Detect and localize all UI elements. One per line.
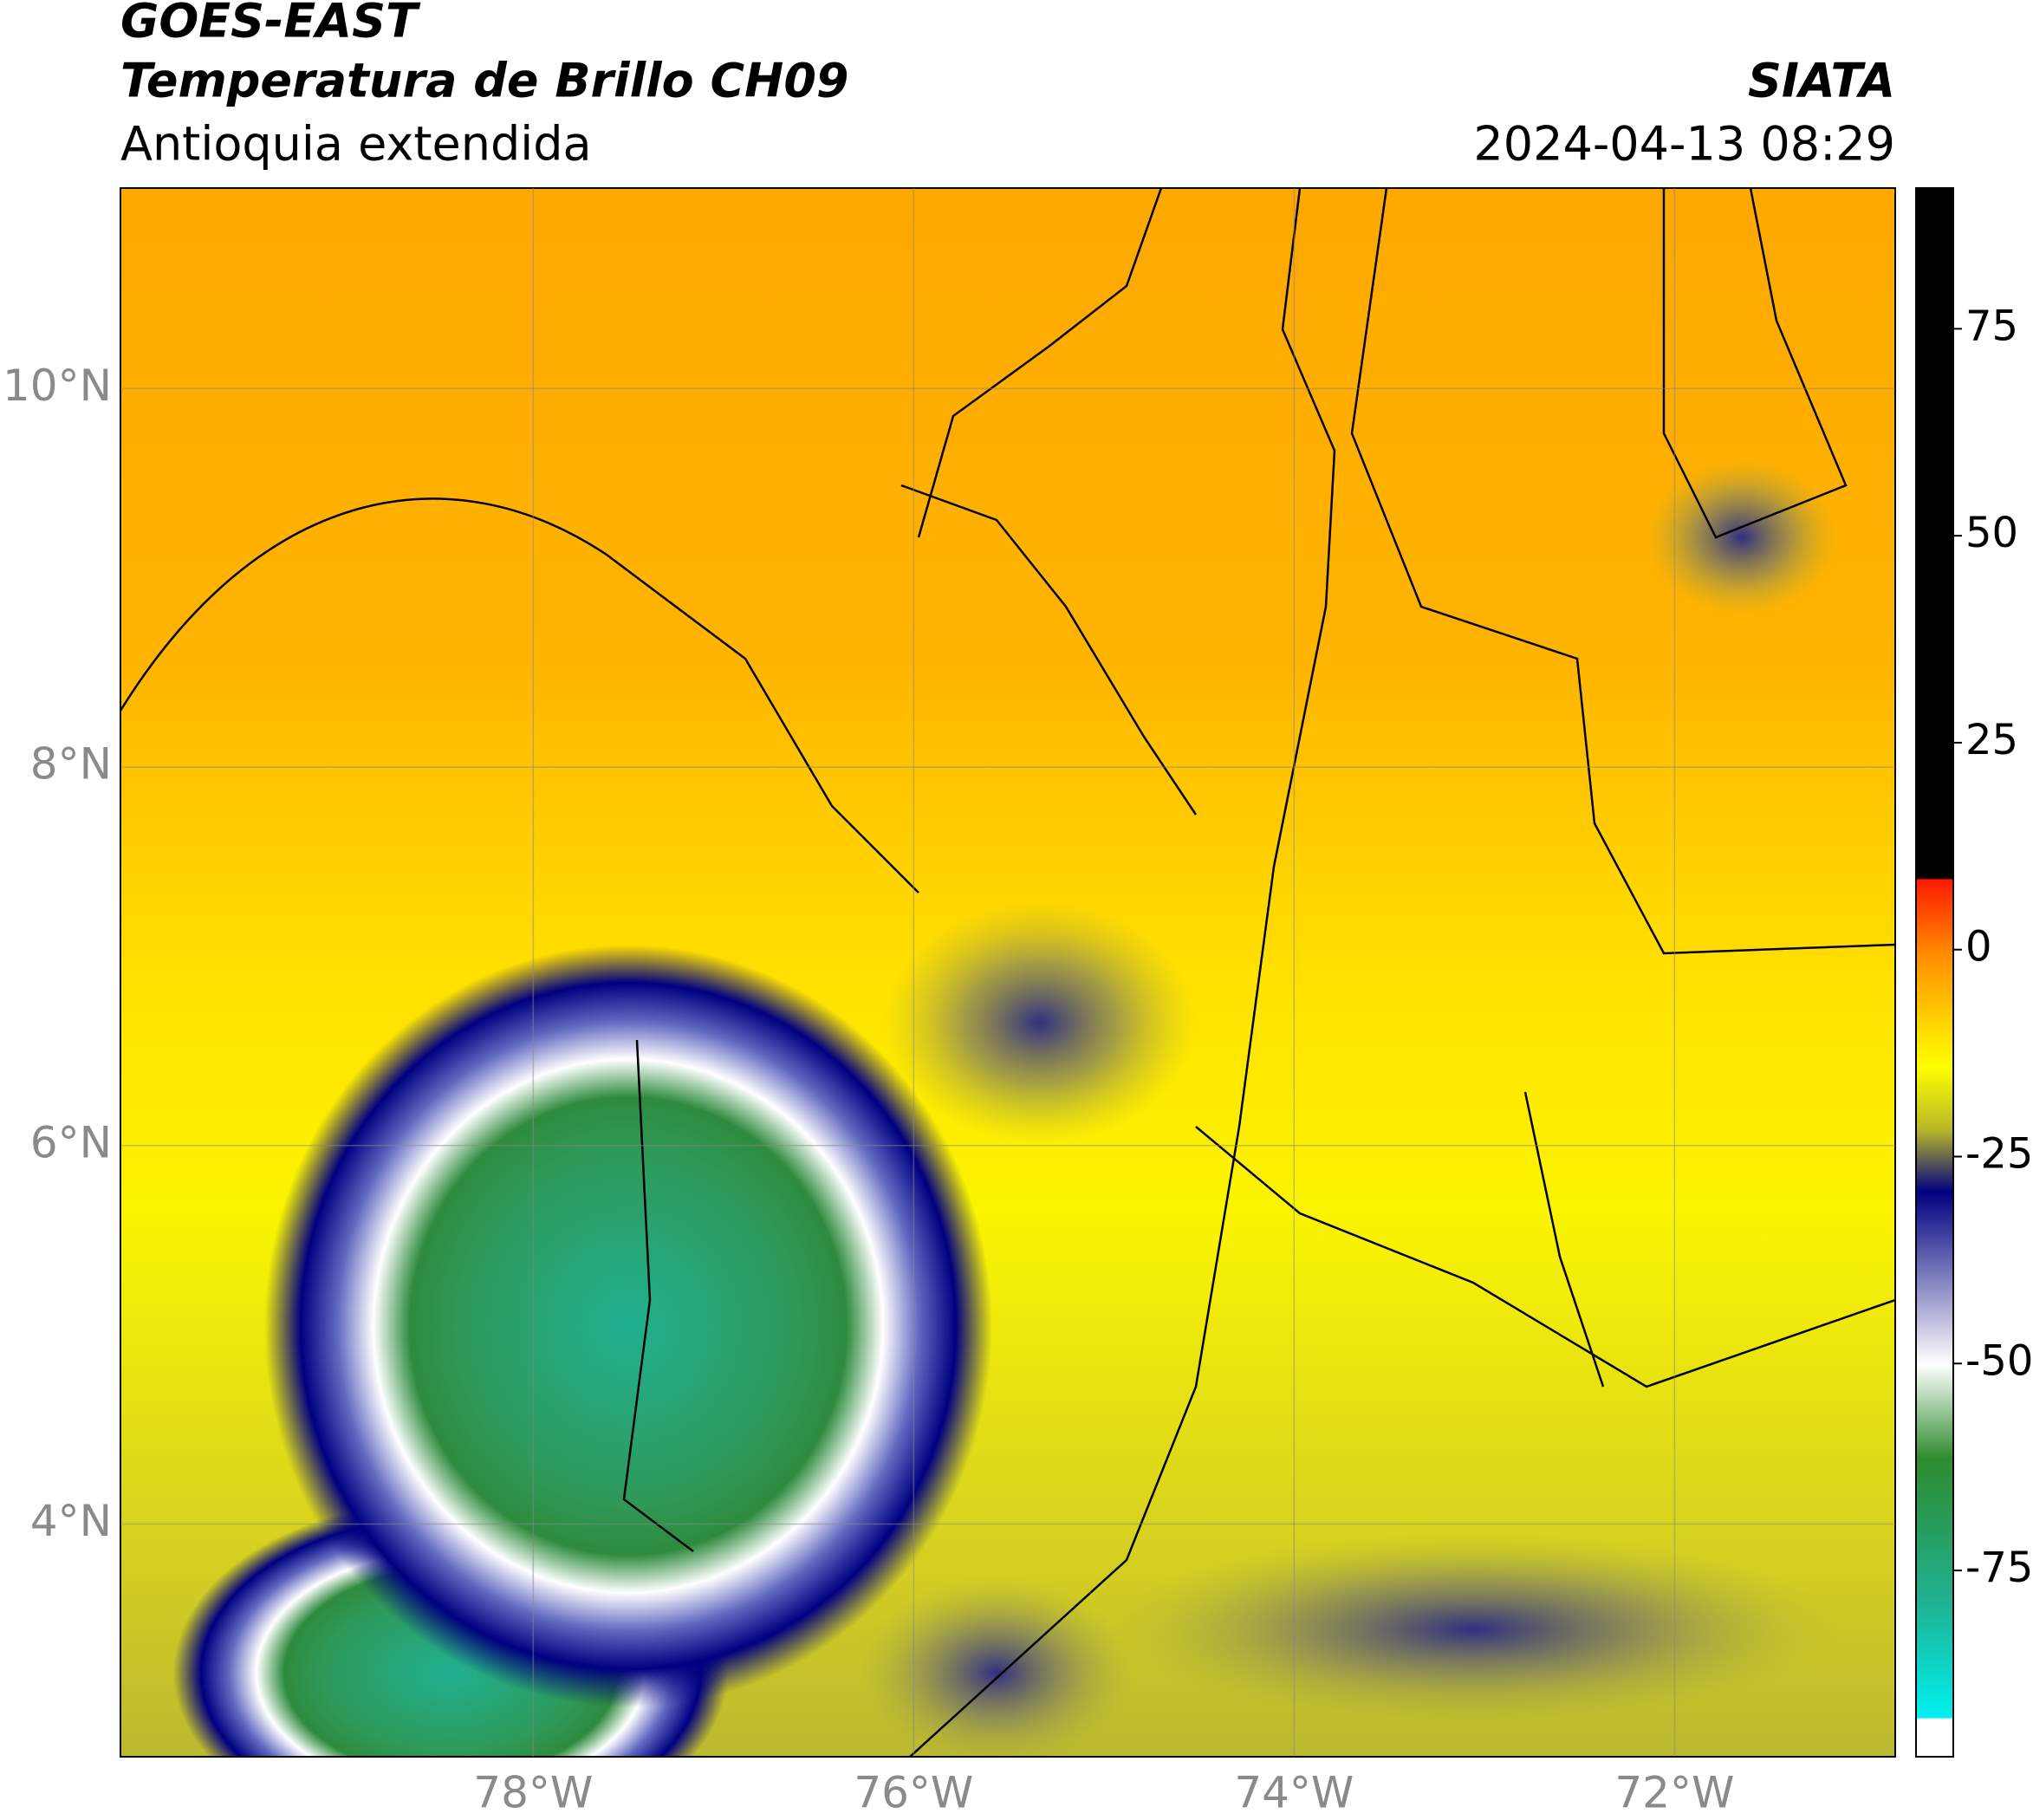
datetime: 2024-04-13 08:29 [1473, 117, 1895, 172]
map-frame [120, 187, 1896, 1758]
y-tick-label: 8°N [30, 739, 112, 790]
cloud [1109, 1534, 1837, 1725]
x-tick-label: 78°W [473, 1768, 593, 1818]
colorbar-tick-label: -25 [1965, 1130, 2033, 1179]
title-satellite: GOES-EAST [120, 0, 421, 49]
colorbar-tick-label: -75 [1965, 1544, 2033, 1592]
x-tick-label: 76°W [854, 1768, 973, 1818]
cloud [1647, 459, 1837, 615]
colorbar-tick-label: 25 [1965, 716, 2018, 764]
title-product: Temperatura de Brillo CH09 [120, 54, 849, 108]
cloud [884, 901, 1196, 1144]
colorbar-tick-label: 75 [1965, 302, 2018, 350]
colorbar-tick-label: -50 [1965, 1336, 2033, 1385]
cloud [858, 1577, 1135, 1757]
colorbar-tick-label: 50 [1965, 509, 2018, 557]
y-tick-label: 10°N [3, 361, 112, 411]
map-image [120, 188, 1895, 1757]
boundaries [120, 188, 1895, 1757]
subtitle-region: Antioquia extendida [120, 117, 592, 172]
x-tick-label: 72°W [1614, 1768, 1734, 1818]
storm [264, 945, 992, 1707]
colorbar-tick-label: 0 [1965, 923, 1992, 972]
y-tick-label: 6°N [30, 1117, 112, 1167]
x-tick-label: 74°W [1234, 1768, 1354, 1818]
y-tick-label: 4°N [30, 1496, 112, 1546]
colorbar [1915, 187, 1954, 1758]
source: SIATA [1748, 54, 1895, 108]
